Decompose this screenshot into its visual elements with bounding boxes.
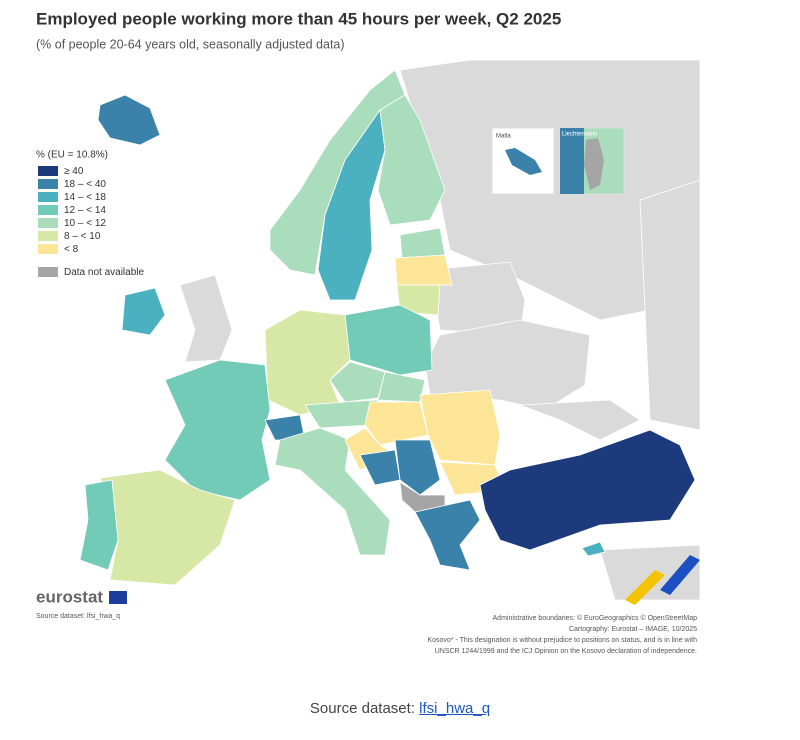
liechtenstein-inset-neighbor <box>560 128 584 194</box>
credits: Administrative boundaries: © EuroGeograp… <box>427 614 697 655</box>
legend-label: 12 – < 14 <box>64 205 106 216</box>
legend-label: 18 – < 40 <box>64 179 106 190</box>
malta <box>505 148 542 175</box>
source-link[interactable]: lfsi_hwa_q <box>419 700 491 717</box>
source-label: Source dataset: <box>309 700 415 717</box>
legend-label: Data not available <box>64 267 144 278</box>
liechtenstein <box>584 138 604 190</box>
map-figure: Employed people working more than 45 hou… <box>36 9 701 655</box>
eu-flag <box>109 591 127 604</box>
germany <box>264 309 351 416</box>
stripes <box>625 555 700 605</box>
logo: eurostat Source dataset: lfsi_hwa_q <box>36 587 127 620</box>
greece <box>414 499 481 571</box>
legend-swatch <box>38 192 58 202</box>
page-source: Source dataset: lfsi_hwa_q <box>0 700 800 717</box>
credit-line: Kosovo* - This designation is without pr… <box>427 637 697 644</box>
belarus <box>429 261 526 336</box>
legend-title: % (EU = 10.8%) <box>36 150 108 161</box>
legend-swatch <box>38 244 58 254</box>
legend-swatch <box>38 231 58 241</box>
east-land <box>639 179 701 431</box>
legend-swatch <box>38 205 58 215</box>
legend: % (EU = 10.8%) ≥ 40 18 – < 40 14 – < 18 12 … <box>36 150 144 279</box>
spain <box>99 469 236 586</box>
legend-swatch <box>38 179 58 189</box>
sweden <box>317 108 386 301</box>
latvia <box>394 254 453 286</box>
subtitle: (% of people 20-64 years old, seasonally… <box>36 37 345 51</box>
legend-swatch <box>38 166 58 176</box>
legend-label: 8 – < 10 <box>64 231 101 242</box>
legend-label: 14 – < 18 <box>64 192 106 203</box>
black-sea-coast <box>519 399 641 441</box>
portugal <box>79 479 119 571</box>
legend-label: < 8 <box>64 244 79 255</box>
insets: Malta Liechtenstein <box>491 127 625 195</box>
stripe <box>625 570 665 605</box>
stripe <box>660 555 700 595</box>
turkey <box>479 429 696 551</box>
map-source: Source dataset: lfsi_hwa_q <box>36 613 120 620</box>
legend-swatch <box>38 218 58 228</box>
credit-line: Administrative boundaries: © EuroGeograp… <box>493 614 698 622</box>
cyprus <box>581 541 606 557</box>
legend-swatch <box>38 267 58 277</box>
inset-label: Liechtenstein <box>562 132 597 138</box>
italy <box>274 427 391 556</box>
credit-line: UNSCR 1244/1999 and the ICJ Opinion on t… <box>435 648 697 655</box>
serbia <box>394 439 441 496</box>
finland <box>377 94 446 226</box>
credit-line: Cartography: Eurostat – IMAGE, 10/2025 <box>569 626 697 633</box>
ireland <box>121 287 166 336</box>
inset-label: Malta <box>496 134 511 140</box>
logo-text: eurostat <box>36 587 103 606</box>
lithuania <box>396 284 441 316</box>
legend-label: ≥ 40 <box>64 166 84 177</box>
france <box>164 359 271 501</box>
title: Employed people working more than 45 hou… <box>36 9 561 28</box>
legend-label: 10 – < 12 <box>64 218 106 229</box>
iceland <box>97 94 161 146</box>
